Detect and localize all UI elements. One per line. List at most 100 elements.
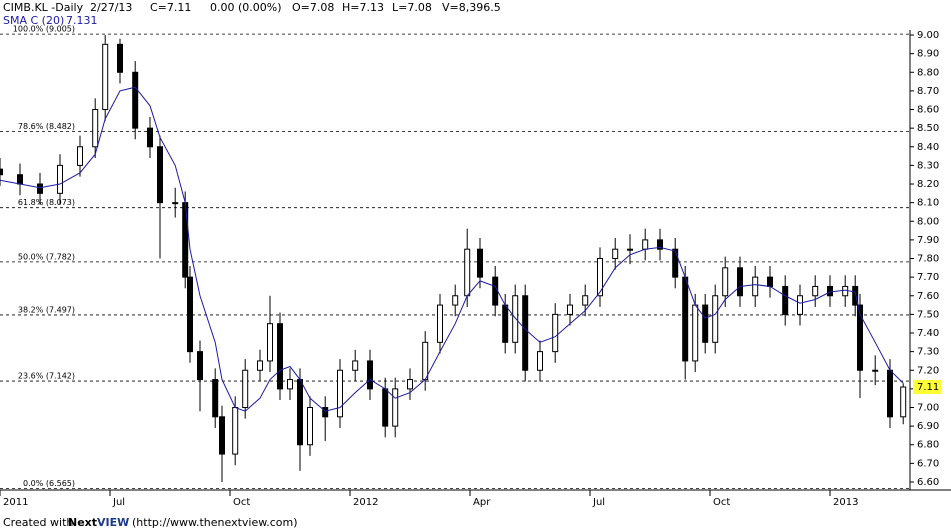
candle-body — [17, 174, 23, 185]
candle-body — [297, 379, 303, 446]
candle-body — [147, 127, 153, 148]
header-volume: V=8,396.5 — [442, 1, 501, 14]
footer-brand: VIEW — [97, 516, 129, 529]
y-tick-label: 8.70 — [917, 86, 939, 97]
candle-body — [367, 360, 373, 390]
x-tick-label: 2011 — [3, 497, 28, 508]
candle-body — [422, 341, 429, 381]
candle-body — [0, 168, 3, 176]
chart-title: CIMB.KL -Daily — [3, 1, 84, 14]
candle-body — [132, 71, 139, 129]
candle-body — [502, 304, 509, 343]
candle-body — [219, 416, 225, 455]
candle-body — [812, 285, 819, 297]
x-tick-label: Oct — [233, 497, 250, 508]
candle-body — [492, 276, 499, 306]
y-tick-label: 6.80 — [917, 440, 939, 451]
header-date: 2/27/13 — [90, 1, 132, 14]
candle-body — [277, 323, 283, 390]
candle-body — [752, 276, 759, 297]
footer-brand: Next — [68, 516, 97, 529]
candle-body — [852, 285, 859, 306]
candle-body — [232, 406, 239, 455]
footer-prefix: Created with — [3, 516, 73, 529]
y-tick-label: 8.30 — [917, 160, 939, 171]
y-tick-label: 8.00 — [917, 216, 939, 227]
candle-body — [642, 239, 649, 250]
candle-body — [712, 295, 719, 343]
y-tick-label: 7.60 — [917, 291, 939, 302]
candle-body — [797, 295, 803, 315]
candle-body — [307, 406, 313, 446]
candle-body — [212, 379, 219, 418]
candle-body — [692, 304, 699, 362]
candle-body — [582, 295, 589, 306]
header-change: C=7.11 — [150, 1, 191, 14]
x-tick-label: Oct — [713, 497, 730, 508]
x-tick-label: 2013 — [833, 497, 858, 508]
y-tick-label: 7.20 — [917, 365, 939, 376]
y-tick-label: 8.60 — [917, 105, 939, 116]
candle-body — [197, 351, 203, 381]
sma-line — [0, 86, 904, 412]
fib-label: 100.0% (9.005) — [13, 25, 75, 34]
fib-label: 61.8% (8.073) — [18, 198, 75, 207]
legend-label: SMA C (20) — [3, 14, 64, 27]
y-tick-label: 9.00 — [917, 30, 939, 41]
header-change-pct: 0.00 (0.00%) — [210, 1, 282, 14]
candle-body — [187, 276, 193, 353]
y-tick-label: 7.90 — [917, 235, 939, 246]
candle-body — [182, 202, 189, 278]
candle-body — [437, 304, 443, 343]
y-tick-label: 7.40 — [917, 328, 939, 339]
candle-body — [77, 146, 83, 166]
y-tick-label: 7.50 — [917, 309, 939, 320]
candle-body — [900, 386, 907, 418]
candle-body — [352, 360, 359, 371]
candle-body — [597, 258, 603, 297]
candle-body — [782, 285, 789, 315]
candle-body — [612, 248, 619, 260]
candle-body — [552, 313, 559, 353]
y-tick-label: 6.90 — [917, 421, 939, 432]
fib-label: 78.6% (8.482) — [18, 122, 75, 131]
legend-value: 7.131 — [66, 14, 98, 27]
y-tick-label: 6.60 — [917, 477, 939, 488]
candle-body — [382, 388, 389, 427]
fib-label: 38.2% (7.497) — [18, 305, 75, 314]
candle-body — [117, 43, 123, 73]
candle-body — [322, 406, 329, 418]
header-open: O=7.08 — [292, 1, 334, 14]
footer-url: (http://www.thenextview.com) — [132, 516, 298, 529]
candle-body — [172, 202, 179, 205]
x-tick-label: Apr — [473, 497, 491, 508]
y-tick-label: 8.20 — [917, 179, 939, 190]
candle-body — [682, 276, 689, 362]
candle-body — [567, 304, 573, 315]
candle-body — [452, 295, 459, 306]
y-tick-label: 8.50 — [917, 123, 939, 134]
y-tick-label: 8.90 — [917, 49, 939, 60]
candle-body — [287, 379, 293, 390]
candle-body — [257, 360, 263, 371]
y-tick-label: 8.80 — [917, 67, 939, 78]
candle-body — [477, 248, 483, 278]
x-tick-label: 2012 — [353, 497, 378, 508]
fib-label: 23.6% (7.142) — [18, 372, 75, 381]
candle-body — [407, 379, 413, 390]
candle-body — [392, 388, 399, 427]
header-low: L=7.08 — [392, 1, 432, 14]
fib-label: 0.0% (6.565) — [23, 479, 75, 488]
candle-body — [627, 248, 633, 251]
last-price-label: 7.11 — [917, 382, 939, 393]
candle-body — [512, 295, 519, 343]
y-tick-label: 8.10 — [917, 198, 939, 209]
candle-body — [102, 43, 109, 111]
y-tick-label: 7.70 — [917, 272, 939, 283]
x-tick-label: Jul — [112, 497, 125, 508]
candle-body — [767, 276, 773, 287]
candle-body — [702, 304, 709, 343]
candle-body — [887, 369, 893, 418]
candle-body — [92, 109, 99, 148]
